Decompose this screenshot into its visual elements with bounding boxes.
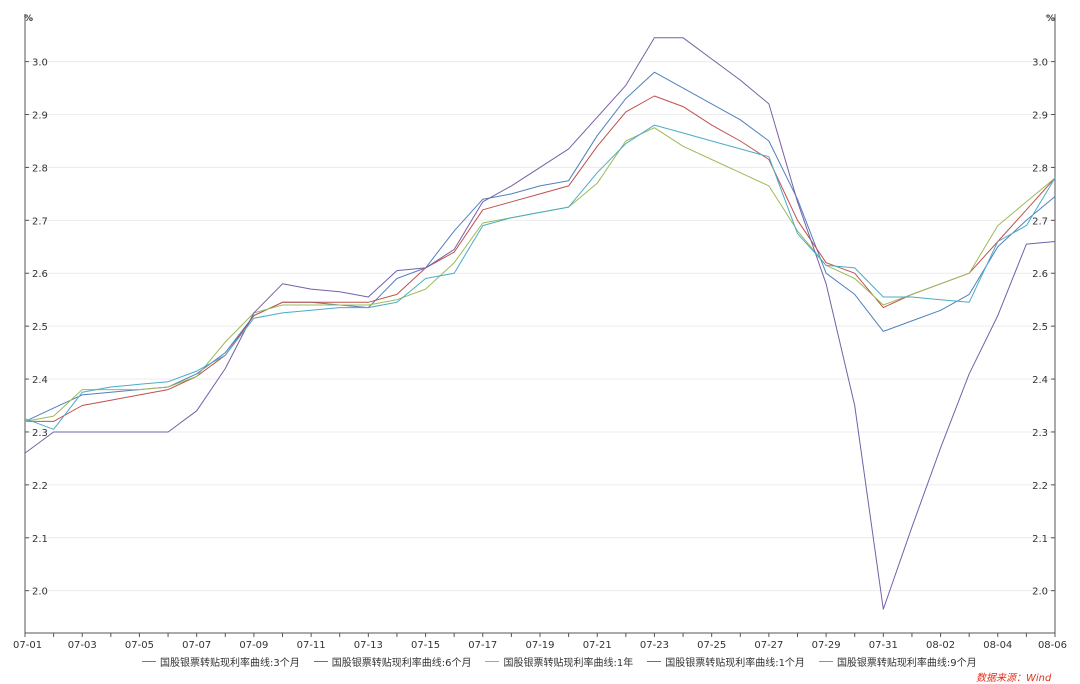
y-tick-label-right: 2.0	[1032, 587, 1048, 598]
x-tick-label: 07-15	[411, 640, 440, 651]
x-tick-label: 07-31	[869, 640, 898, 651]
x-tick-label: 07-25	[697, 640, 726, 651]
legend-item-4: 国股银票转贴现利率曲线:1个月	[647, 654, 805, 669]
legend-item-1: 国股银票转贴现利率曲线:3个月	[142, 654, 300, 669]
y-tick-label-right: 2.8	[1032, 163, 1048, 174]
legend-swatch	[485, 661, 500, 662]
legend-item-2: 国股银票转贴现利率曲线:6个月	[313, 654, 472, 669]
y-tick-label-left: 2.8	[32, 163, 48, 174]
y-tick-label-right: 3.0	[1032, 58, 1048, 69]
x-tick-label: 07-23	[640, 640, 669, 651]
y-axis-right-ticks: 2.0 2.1 2.2 2.3 2.4 2.5 2.6 2.7 2.8 2.9 3.0	[1032, 58, 1048, 598]
y-tick-label-left: 2.0	[32, 587, 48, 598]
x-tick-label: 07-27	[754, 640, 783, 651]
y-tick-label-left: 2.2	[32, 481, 48, 492]
x-tick-label: 08-04	[983, 640, 1012, 651]
y-tick-label-left: 2.5	[32, 322, 48, 333]
series-lines	[24, 37, 1056, 610]
y-axis-left-ticks: 2.0 2.1 2.2 2.3 2.4 2.5 2.6 2.7 2.8 2.9 3.0	[32, 58, 48, 598]
legend-label: 国股银票转贴现利率曲线:3个月	[160, 658, 300, 669]
x-tick-label: 07-21	[583, 640, 612, 651]
series-line-4	[24, 37, 1056, 610]
y-tick-label-left: 2.6	[32, 269, 48, 280]
x-tick-label: 07-29	[812, 640, 841, 651]
legend-swatch	[313, 661, 328, 662]
legend-label: 国股银票转贴现利率曲线:9个月	[836, 658, 977, 669]
x-tick-label: 07-03	[68, 640, 97, 651]
axes	[24, 14, 1056, 637]
x-tick-label: 07-09	[239, 640, 268, 651]
x-tick-label: 07-17	[468, 640, 497, 651]
x-tick-label: 07-19	[525, 640, 554, 651]
legend-swatch	[142, 661, 156, 662]
x-tick-label: 07-11	[297, 640, 326, 651]
legend-label: 国股银票转贴现利率曲线:1年	[503, 658, 634, 669]
y-tick-label-right: 2.5	[1032, 322, 1048, 333]
series-line-1	[24, 71, 1056, 422]
legend-item-5: 国股银票转贴现利率曲线:9个月	[818, 654, 977, 669]
legend-swatch	[647, 661, 662, 662]
x-tick-label: 07-13	[354, 640, 383, 651]
legend-swatch	[818, 661, 833, 662]
left-unit-label: %	[24, 14, 33, 24]
x-axis-ticks: 07-01 07-03 07-05 07-07 07-09 07-11 07-13 07-15…	[13, 640, 1067, 651]
legend-label: 国股银票转贴现利率曲线:6个月	[331, 658, 472, 669]
y-tick-label-left: 2.7	[32, 216, 48, 227]
legend: 国股银票转贴现利率曲线:3个月 国股银票转贴现利率曲线:6个月 国股银票转贴现利率曲…	[142, 654, 977, 669]
legend-label: 国股银票转贴现利率曲线:1个月	[665, 658, 805, 669]
source-label: 数据来源：Wind	[976, 673, 1052, 684]
x-tick-label: 08-06	[1038, 640, 1067, 651]
y-tick-label-left: 2.4	[32, 375, 48, 386]
series-line-5	[24, 124, 1056, 430]
y-tick-label-left: 3.0	[32, 58, 48, 69]
y-tick-label-right: 2.6	[1032, 269, 1048, 280]
x-tick-label: 07-05	[125, 640, 154, 651]
grid-lines	[25, 61, 1055, 592]
y-tick-label-right: 2.4	[1032, 375, 1048, 386]
y-tick-label-right: 2.9	[1032, 111, 1048, 122]
legend-item-3: 国股银票转贴现利率曲线:1年	[485, 654, 633, 669]
series-line-2	[25, 95, 1056, 422]
y-tick-label-right: 2.7	[1032, 216, 1048, 227]
y-tick-label-right: 2.1	[1032, 534, 1048, 545]
y-tick-label-right: 2.3	[1032, 428, 1048, 439]
right-unit-label: %	[1046, 14, 1055, 24]
x-tick-label: 08-02	[926, 640, 955, 651]
y-tick-label-left: 2.3	[32, 428, 48, 439]
y-tick-label-right: 2.2	[1032, 481, 1048, 492]
x-tick-label: 07-07	[182, 640, 211, 651]
y-tick-label-left: 2.1	[32, 534, 48, 545]
y-tick-label-left: 2.9	[32, 111, 48, 122]
x-tick-label: 07-01	[13, 640, 42, 651]
